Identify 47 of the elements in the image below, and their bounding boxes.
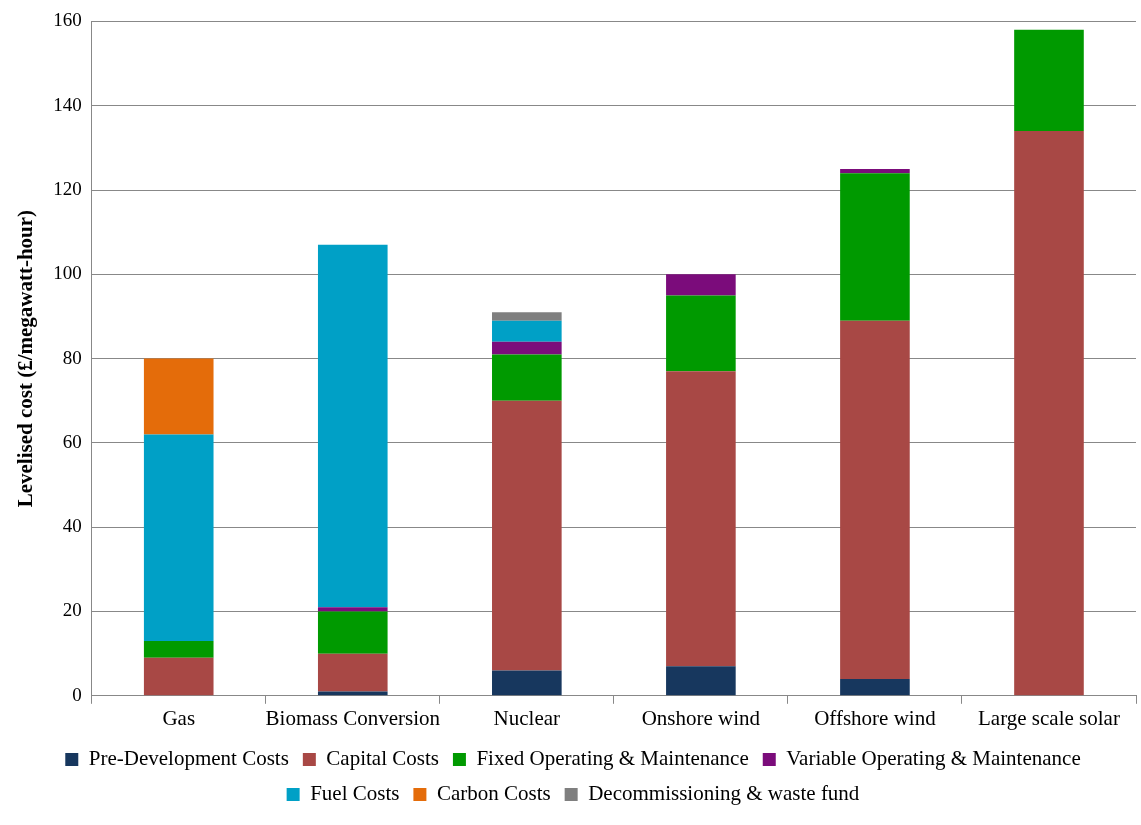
x-tick-label: Gas bbox=[162, 705, 196, 730]
bar bbox=[492, 670, 562, 696]
legend-label: Pre-Development Costs bbox=[88, 746, 289, 771]
bar bbox=[317, 653, 388, 692]
bar bbox=[1014, 29, 1084, 131]
y-axis-title: Levelised cost (£/megawatt-hour) bbox=[13, 209, 38, 508]
legend-label: Decommissioning & waste fund bbox=[588, 781, 860, 806]
x-tick-label: Nuclear bbox=[493, 705, 561, 730]
x-tick-label: Onshore wind bbox=[641, 705, 761, 730]
y-tick-label: 20 bbox=[62, 599, 82, 621]
x-tick-label: Biomass Conversion bbox=[265, 705, 441, 730]
y-tick-label: 100 bbox=[53, 262, 82, 284]
bar bbox=[666, 295, 736, 372]
bar bbox=[143, 434, 214, 642]
y-tick-label: 80 bbox=[62, 346, 82, 368]
bar bbox=[666, 666, 736, 696]
legend-label: Fixed Operating & Maintenance bbox=[476, 746, 749, 771]
bar bbox=[317, 244, 388, 608]
legend-label: Carbon Costs bbox=[436, 781, 551, 806]
bar bbox=[143, 358, 214, 435]
x-tick-label: Large scale solar bbox=[978, 705, 1120, 730]
bar bbox=[840, 678, 910, 696]
bar bbox=[840, 168, 910, 174]
legend-label: Capital Costs bbox=[326, 746, 439, 771]
y-tick-label: 160 bbox=[53, 9, 82, 31]
bar bbox=[492, 320, 562, 342]
bar bbox=[492, 312, 562, 321]
bar bbox=[840, 173, 910, 321]
bar bbox=[666, 274, 736, 296]
bar bbox=[317, 607, 388, 612]
legend-label: Fuel Costs bbox=[310, 781, 400, 806]
bar bbox=[492, 400, 562, 671]
y-tick-label: 60 bbox=[62, 430, 82, 452]
bar bbox=[143, 641, 214, 658]
y-tick-label: 40 bbox=[62, 515, 82, 537]
x-tick-label: Offshore wind bbox=[814, 705, 937, 730]
y-tick-label: 0 bbox=[72, 683, 82, 705]
bar bbox=[143, 657, 214, 696]
bar bbox=[666, 371, 736, 667]
legend-label: Variable Operating & Maintenance bbox=[786, 746, 1081, 771]
bar bbox=[317, 611, 388, 654]
y-tick-label: 140 bbox=[53, 93, 82, 115]
bar bbox=[1014, 130, 1084, 696]
bar bbox=[840, 320, 910, 679]
bar bbox=[492, 354, 562, 401]
bar bbox=[492, 341, 562, 355]
y-tick-label: 120 bbox=[53, 177, 82, 199]
